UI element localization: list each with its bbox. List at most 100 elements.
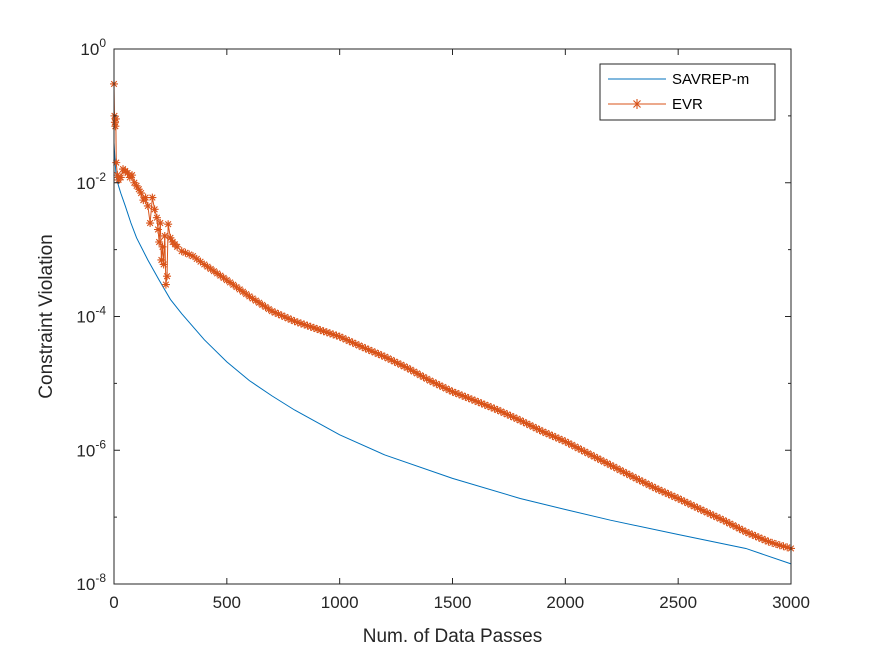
marker-glyph [432,379,441,388]
data-point [754,533,763,542]
data-point [367,347,376,356]
legend-label: EVR [672,96,703,113]
data-point [316,326,325,335]
marker-glyph [451,389,460,398]
marker-glyph [160,231,169,240]
data-point [287,315,296,324]
marker-glyph [338,334,347,343]
marker-glyph [670,493,679,502]
data-point [267,307,276,316]
data-point [380,352,389,361]
x-axis-label: Num. of Data Passes [363,626,543,647]
data-point [745,529,754,538]
data-point [606,461,615,470]
data-point [761,536,770,545]
marker-glyph [358,342,367,351]
marker-glyph [699,507,708,516]
marker-glyph [680,497,689,506]
marker-glyph [490,404,499,413]
x-tick-label: 3000 [772,593,810,612]
data-point [351,340,360,349]
marker-glyph [625,471,634,480]
marker-glyph [255,298,264,307]
marker-glyph [173,242,182,251]
marker-glyph [316,326,325,335]
marker-glyph [606,461,615,470]
marker-glyph [361,344,370,353]
data-point [332,331,341,340]
marker-glyph [461,392,470,401]
marker-glyph [503,410,512,419]
marker-glyph [674,494,683,503]
marker-glyph [641,479,650,488]
data-point [222,276,231,285]
data-point [522,419,531,428]
marker-glyph [448,387,457,396]
data-point [146,219,155,228]
data-point [435,381,444,390]
marker-glyph [200,260,209,269]
data-point [216,271,225,280]
data-point [612,464,621,473]
axes-layer: 0 500 1000 1500 2000 2500 3000 10-8 10-6 10-4 10-2… [76,36,810,612]
data-point [712,513,721,522]
marker-glyph [638,477,647,486]
marker-glyph [651,484,660,493]
marker-glyph [203,262,212,271]
data-point [163,272,172,281]
data-point [255,298,264,307]
marker-glyph [422,374,431,383]
marker-glyph [464,394,473,403]
marker-glyph [159,260,168,269]
marker-glyph [719,516,728,525]
data-point [213,269,222,278]
y-tick-label: 10-2 [76,170,106,193]
marker-glyph [545,430,554,439]
series-line-savrep-m [113,142,792,565]
marker-glyph [293,318,302,327]
marker-glyph [216,271,225,280]
x-tick-label: 500 [213,593,241,612]
marker-glyph [728,521,737,530]
data-point [670,493,679,502]
data-point [603,459,612,468]
marker-glyph [541,429,550,438]
marker-glyph [245,292,254,301]
marker-glyph [577,445,586,454]
data-point [632,474,641,483]
marker-glyph [400,362,409,371]
marker-glyph [658,487,667,496]
marker-glyph [683,499,692,508]
marker-glyph [567,440,576,449]
marker-glyph [722,517,731,526]
marker-glyph [709,511,718,520]
data-point [377,351,386,360]
marker-glyph [258,300,267,309]
marker-glyph [732,522,741,531]
data-point [768,538,777,547]
data-point [160,231,169,240]
marker-glyph [632,474,641,483]
data-point [261,302,270,311]
data-point [416,371,425,380]
data-point [322,328,331,337]
marker-glyph [619,467,628,476]
marker-glyph [632,99,642,109]
data-point [677,496,686,505]
data-point [159,260,168,269]
marker-glyph [113,171,122,180]
data-point [112,158,121,167]
marker-glyph [712,513,721,522]
marker-glyph [768,538,777,547]
marker-glyph [425,376,434,385]
marker-glyph [471,396,480,405]
data-point [741,527,750,536]
data-point [409,367,418,376]
marker-glyph [132,181,141,190]
marker-glyph [616,466,625,475]
marker-glyph [596,456,605,465]
marker-glyph [322,328,331,337]
data-point [229,280,238,289]
marker-glyph [213,269,222,278]
data-point [274,310,283,319]
